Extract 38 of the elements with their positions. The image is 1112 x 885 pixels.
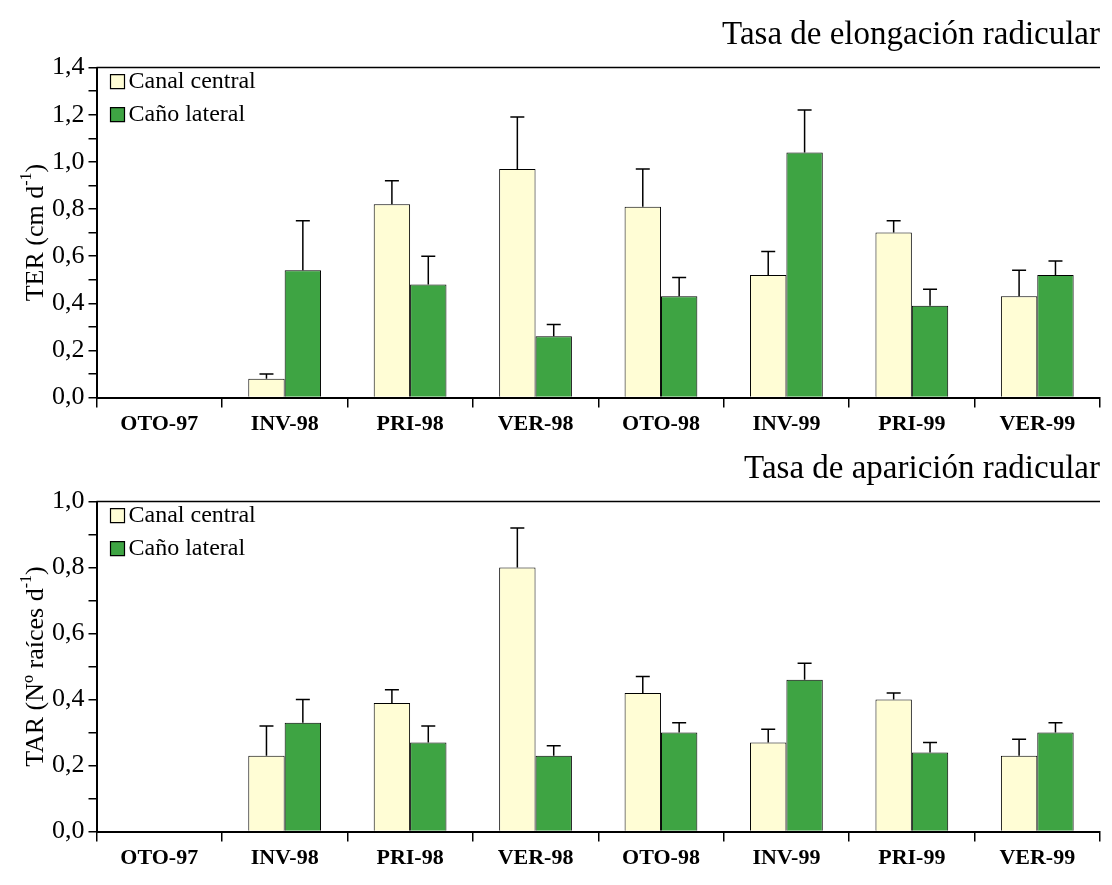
y-tick-label: 1,0 — [52, 485, 85, 515]
x-tick-label: VER-99 — [999, 844, 1076, 870]
x-tick-label: PRI-98 — [376, 410, 444, 436]
x-tick-label: INV-98 — [250, 844, 319, 870]
y-tick-label: 0,8 — [52, 192, 85, 222]
y-tick-label: 0,4 — [52, 683, 85, 713]
x-tick-label: PRI-99 — [878, 410, 946, 436]
y-tick-label: 0,6 — [52, 240, 85, 269]
y-tick-label: 0,8 — [52, 551, 85, 581]
y-tick-label: 0,6 — [52, 617, 85, 647]
chart-title: Tasa de aparición radicular — [744, 449, 1100, 486]
y-tick-label: 0,4 — [52, 287, 85, 317]
y-tick-label: 1,4 — [52, 51, 85, 81]
legend-label: Canal central — [128, 66, 257, 93]
legend-label: Caño lateral — [128, 533, 246, 560]
y-axis-title: TER (cm d-1) — [17, 163, 49, 302]
x-tick-label: VER-98 — [497, 844, 574, 870]
x-tick-label: OTO-98 — [622, 410, 700, 436]
x-tick-label: PRI-98 — [376, 844, 444, 870]
chart-title: Tasa de elongación radicular — [722, 15, 1101, 52]
legend-label: Canal central — [128, 500, 257, 527]
y-axis-title: TAR (Nº raíces d-1) — [17, 566, 49, 767]
legend-label: Caño lateral — [128, 99, 246, 126]
y-tick-label: 0,2 — [52, 749, 85, 779]
y-tick-label: 0,0 — [52, 381, 85, 411]
x-tick-label: INV-98 — [250, 410, 319, 436]
x-tick-label: VER-98 — [497, 410, 574, 436]
x-tick-label: INV-99 — [752, 844, 821, 870]
x-tick-label: INV-99 — [752, 410, 821, 436]
x-tick-label: OTO-97 — [120, 410, 199, 436]
y-tick-label: 0,2 — [52, 334, 85, 364]
x-tick-label: VER-99 — [999, 410, 1076, 436]
x-tick-label: OTO-97 — [120, 844, 199, 870]
y-tick-label: 0,0 — [52, 815, 85, 845]
x-tick-label: PRI-99 — [878, 844, 946, 870]
y-tick-label: 1,2 — [52, 98, 85, 128]
y-tick-label: 1,0 — [52, 145, 85, 175]
x-tick-label: OTO-98 — [622, 844, 700, 870]
